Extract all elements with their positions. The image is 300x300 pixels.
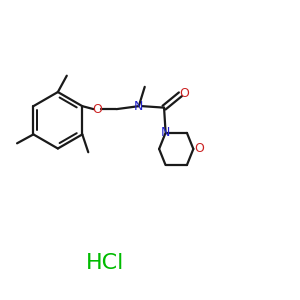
Text: HCl: HCl xyxy=(86,253,124,273)
Text: N: N xyxy=(134,100,143,113)
Text: O: O xyxy=(92,103,102,116)
Text: O: O xyxy=(179,87,189,100)
Text: O: O xyxy=(194,142,204,155)
Text: N: N xyxy=(161,126,170,140)
